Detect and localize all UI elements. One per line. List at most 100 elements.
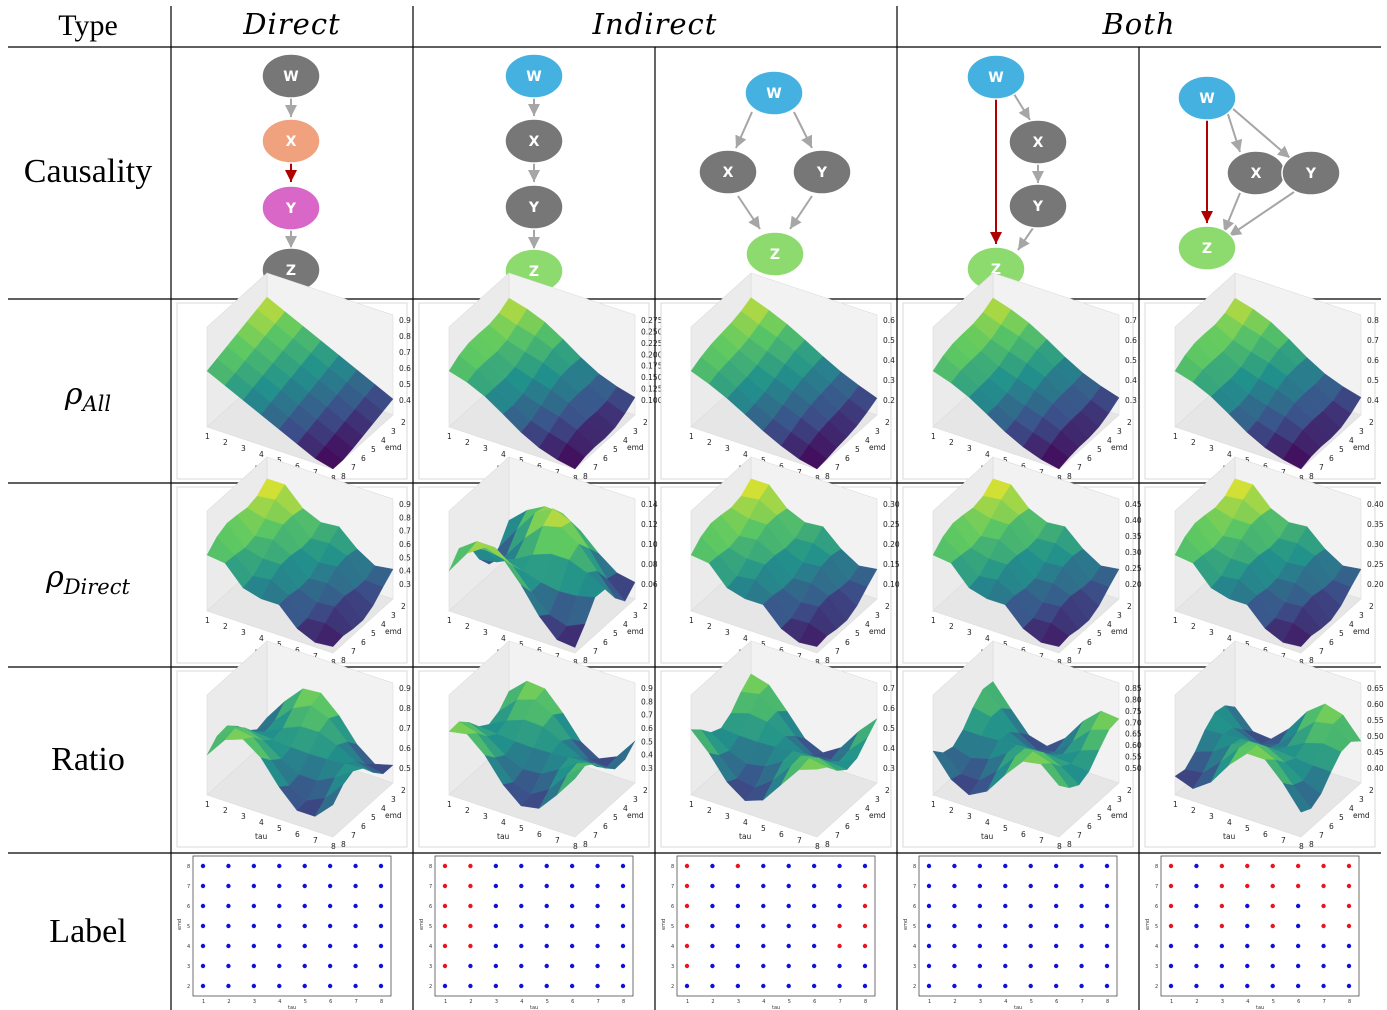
svg-text:3: 3: [913, 964, 916, 970]
svg-text:0.6: 0.6: [399, 744, 411, 753]
row-label-ratio: Ratio: [51, 741, 125, 778]
label-point: [277, 863, 282, 869]
svg-text:2: 2: [1127, 418, 1132, 427]
svg-text:4: 4: [501, 450, 506, 459]
edge-indirect-fork: [793, 111, 813, 149]
svg-text:3: 3: [241, 444, 246, 453]
svg-text:3: 3: [253, 999, 256, 1005]
svg-text:3: 3: [1359, 795, 1364, 804]
label-point: [1194, 943, 1199, 949]
svg-text:7: 7: [1323, 999, 1326, 1005]
svg-text:6: 6: [429, 904, 432, 910]
svg-text:3: 3: [483, 628, 488, 637]
label-point: [595, 963, 600, 969]
label-point: [786, 863, 791, 869]
label-point: [1245, 883, 1250, 889]
row-label-rho-all: ρAll: [64, 377, 111, 416]
svg-text:0.6: 0.6: [883, 316, 895, 325]
surface-plot-sc2-direct: 12345678tau2345678emd0.90.80.70.60.50.40…: [176, 456, 442, 667]
svg-text:4: 4: [1227, 450, 1232, 459]
svg-text:7: 7: [187, 884, 190, 890]
svg-text:5: 5: [1245, 824, 1250, 833]
label-point: [353, 963, 358, 969]
svg-text:0.25: 0.25: [1367, 560, 1384, 569]
label-point: [1104, 923, 1110, 929]
label-point: [468, 943, 473, 949]
surface-plot-ratio-both-fork: 12345678tau2345678emd0.650.600.550.500.4…: [1144, 640, 1384, 851]
row-label-label: Label: [49, 913, 126, 950]
svg-text:2: 2: [885, 602, 890, 611]
surface-plot-sc2-both-fork: 12345678tau2345678emd0.400.350.300.250.2…: [1144, 456, 1384, 667]
node-y-both-fork: Y: [1281, 150, 1341, 196]
svg-text:7: 7: [1081, 999, 1084, 1005]
svg-text:0.55: 0.55: [1367, 716, 1384, 725]
label-point: [226, 863, 231, 869]
svg-text:0.6: 0.6: [883, 704, 895, 713]
svg-text:0.3: 0.3: [641, 764, 653, 773]
svg-text:0.9: 0.9: [399, 316, 411, 325]
svg-text:7: 7: [355, 999, 358, 1005]
label-point: [468, 923, 473, 929]
label-point: [1321, 903, 1326, 909]
label-point: [595, 883, 600, 889]
label-point: [1168, 923, 1174, 929]
node-x-both-fork: X: [1226, 150, 1286, 196]
svg-text:0.6: 0.6: [1125, 336, 1137, 345]
svg-text:6: 6: [537, 462, 542, 471]
svg-text:3: 3: [1209, 444, 1214, 453]
label-point: [952, 983, 957, 989]
label-point: [786, 983, 791, 989]
label-point: [710, 963, 715, 969]
label-point: [1168, 943, 1174, 949]
svg-text:0.12: 0.12: [641, 520, 658, 529]
svg-text:8: 8: [583, 840, 588, 849]
svg-text:0.8: 0.8: [641, 697, 653, 706]
label-point: [1079, 883, 1084, 889]
svg-text:2: 2: [465, 806, 470, 815]
svg-text:8: 8: [1299, 842, 1304, 851]
svg-text:emd: emd: [1353, 443, 1370, 452]
svg-text:1: 1: [202, 999, 205, 1005]
label-point: [519, 983, 524, 989]
svg-text:4: 4: [743, 634, 748, 643]
label-point: [1053, 923, 1059, 929]
label-point: [684, 883, 690, 889]
row-label-causality: Causality: [24, 153, 152, 190]
svg-text:0.25: 0.25: [883, 520, 900, 529]
label-point: [952, 963, 957, 969]
svg-text:8: 8: [331, 842, 336, 851]
svg-text:5: 5: [1097, 629, 1102, 638]
svg-text:5: 5: [1245, 456, 1250, 465]
svg-text:1: 1: [689, 616, 694, 625]
svg-text:7: 7: [1039, 468, 1044, 477]
svg-text:4: 4: [501, 818, 506, 827]
svg-text:5: 5: [546, 999, 549, 1005]
edge-indirect-fork: [737, 195, 761, 230]
label-point: [977, 923, 983, 929]
label-point: [353, 923, 358, 929]
svg-text:emd: emd: [869, 443, 886, 452]
svg-text:3: 3: [967, 444, 972, 453]
label-point: [926, 983, 932, 989]
svg-text:W: W: [766, 86, 781, 102]
svg-text:emd: emd: [627, 811, 644, 820]
svg-text:7: 7: [555, 652, 560, 661]
label-point: [684, 983, 690, 989]
label-point: [378, 963, 384, 969]
svg-text:2: 2: [1195, 999, 1198, 1005]
svg-text:0.6: 0.6: [641, 724, 653, 733]
svg-text:6: 6: [779, 830, 784, 839]
edge-indirect-fork: [735, 111, 753, 149]
svg-text:2: 2: [913, 984, 916, 990]
svg-text:0.35: 0.35: [1125, 532, 1142, 541]
svg-text:8: 8: [573, 474, 578, 483]
svg-text:2: 2: [401, 418, 406, 427]
label-point: [620, 943, 626, 949]
label-point: [735, 863, 741, 869]
label-point: [595, 943, 600, 949]
svg-text:2: 2: [1191, 438, 1196, 447]
label-point: [200, 943, 206, 949]
svg-text:7: 7: [1281, 836, 1286, 845]
svg-text:5: 5: [519, 456, 524, 465]
